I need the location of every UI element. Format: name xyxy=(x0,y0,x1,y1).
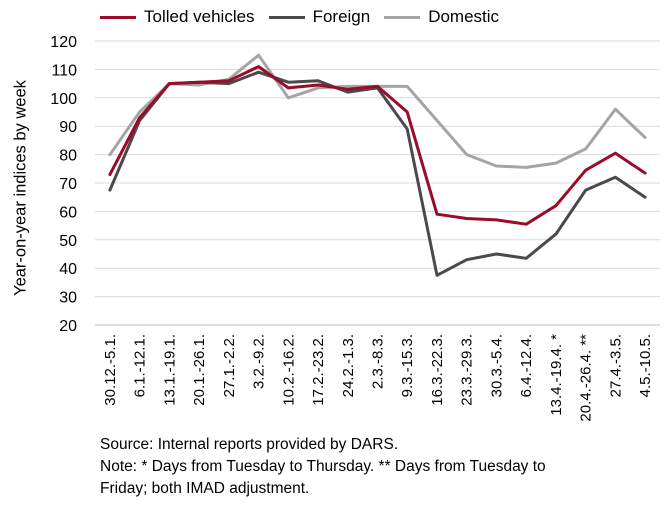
y-tick-label-20: 20 xyxy=(59,318,77,335)
x-tick-label-11: 9.3.-15.3. xyxy=(399,334,416,397)
x-tick-label-7: 10.2.-16.2. xyxy=(280,334,297,406)
series-line-domestic xyxy=(108,53,647,169)
y-tick-label-80: 80 xyxy=(59,148,77,165)
y-tick-label-40: 40 xyxy=(59,261,77,278)
legend-item-tolled-vehicles: Tolled vehicles xyxy=(100,7,255,27)
x-tick-label-2: 6.1.-12.1. xyxy=(132,334,149,397)
x-tick-label-9: 24.2.-1.3. xyxy=(340,334,357,397)
x-tick-label-15: 6.4.-12.4. xyxy=(518,334,535,397)
legend-item-foreign: Foreign xyxy=(268,7,371,27)
x-tick-label-4: 20.1.-26.1. xyxy=(191,334,208,406)
footnote-line-1: Note: * Days from Tuesday to Thursday. *… xyxy=(100,458,546,475)
y-tick-label-90: 90 xyxy=(59,119,77,136)
legend-swatch-domestic xyxy=(384,15,421,19)
y-tick-label-60: 60 xyxy=(59,204,77,221)
x-tick-label-19: 4.5.-10.5. xyxy=(637,334,654,397)
x-tick-label-6: 3.2.-9.2. xyxy=(251,334,268,389)
chart-notes: Source: Internal reports provided by DAR… xyxy=(100,434,546,500)
legend-label-tolled-vehicles: Tolled vehicles xyxy=(144,7,255,26)
chart-legend: Tolled vehicles Foreign Domestic xyxy=(100,7,513,27)
x-tick-label-16: 13.4.-19.4. * xyxy=(548,334,565,416)
legend-item-domestic: Domestic xyxy=(384,7,499,27)
x-tick-label-12: 16.3.-22.3. xyxy=(429,334,446,406)
y-tick-label-110: 110 xyxy=(51,62,77,79)
x-tick-label-13: 23.3.-29.3. xyxy=(459,334,476,406)
x-tick-label-17: 20.4.-26.4. ** xyxy=(578,334,595,422)
x-tick-label-5: 27.1.-2.2. xyxy=(221,334,238,397)
y-tick-label-50: 50 xyxy=(59,233,77,250)
y-tick-label-70: 70 xyxy=(59,176,77,193)
x-tick-label-18: 27.4.-3.5. xyxy=(607,334,624,397)
legend-swatch-tolled-vehicles xyxy=(100,15,136,19)
y-tick-label-120: 120 xyxy=(50,34,77,51)
x-tick-label-14: 30.3.-5.4. xyxy=(488,334,505,397)
x-tick-label-3: 13.1.-19.1. xyxy=(161,334,178,406)
legend-label-foreign: Foreign xyxy=(312,7,371,26)
legend-label-domestic: Domestic xyxy=(428,7,500,26)
footnote-line-2: Friday; both IMAD adjustment. xyxy=(100,480,310,497)
source-note: Source: Internal reports provided by DAR… xyxy=(100,436,399,453)
x-tick-label-8: 17.2.-23.2. xyxy=(310,334,327,406)
x-tick-label-1: 30.12.-5.1. xyxy=(102,334,119,406)
y-tick-label-100: 100 xyxy=(50,91,77,108)
series-line-tolled-vehicles xyxy=(108,65,647,226)
y-tick-label-30: 30 xyxy=(59,290,77,307)
legend-swatch-foreign xyxy=(268,15,305,19)
y-axis-label: Year-on-year indices by week xyxy=(11,80,30,296)
x-tick-label-10: 2.3.-8.3. xyxy=(370,334,387,389)
series-line-foreign xyxy=(108,70,647,277)
